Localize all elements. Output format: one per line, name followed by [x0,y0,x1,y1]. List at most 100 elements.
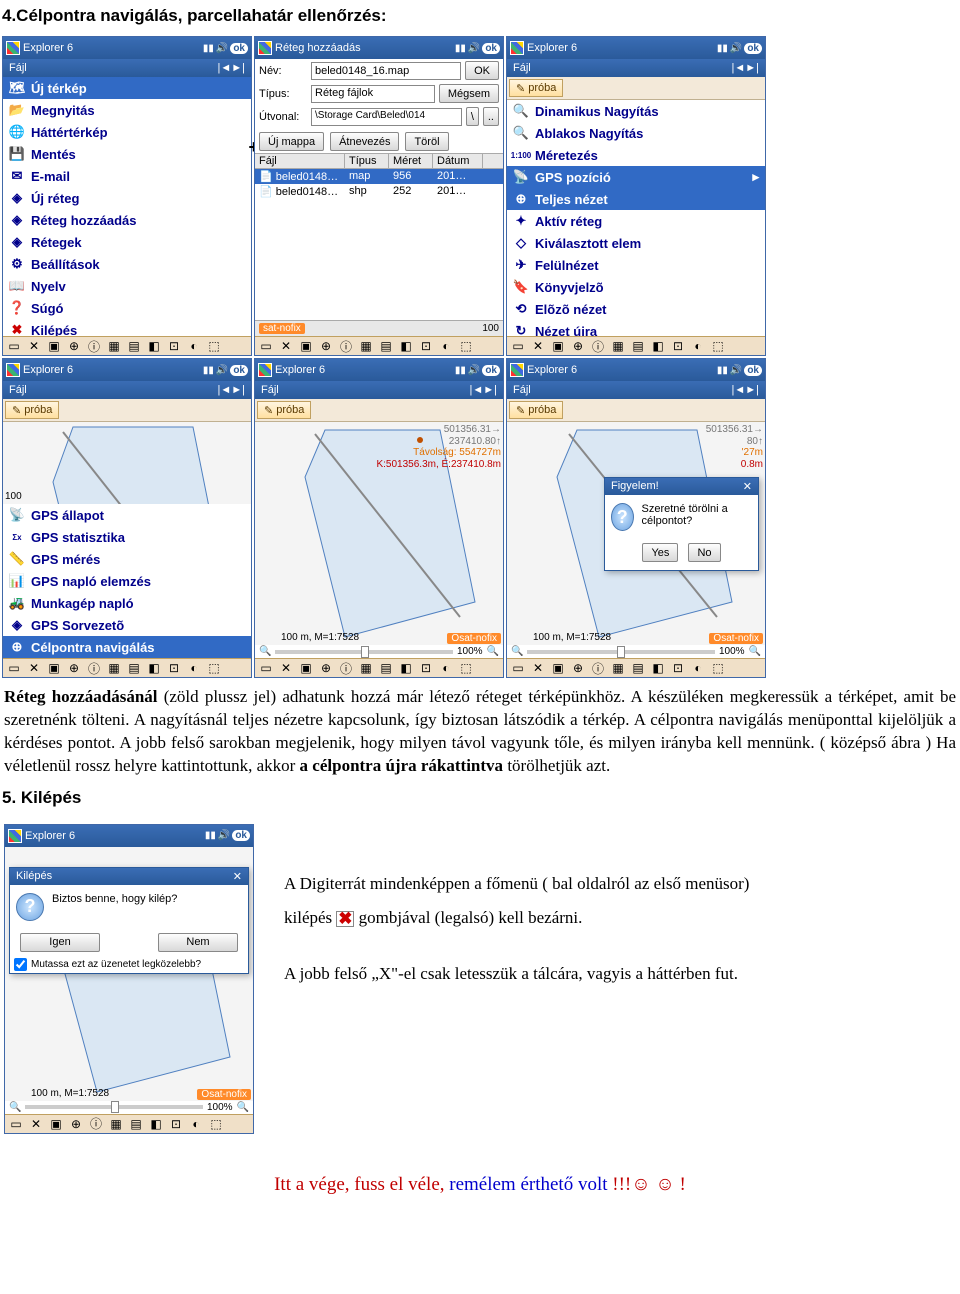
updir-button[interactable]: .. [483,107,499,126]
toolbar-icon[interactable]: ⊡ [165,338,183,354]
toolbar-icon[interactable]: ◐ [689,338,707,354]
toolbar-icon[interactable]: ⬚ [709,660,727,676]
rename-button[interactable]: Átnevezés [330,132,399,151]
toolbar-icon[interactable]: ⬚ [457,660,475,676]
menu-file[interactable]: Fájl [9,62,27,74]
toolbar-icon[interactable]: ◐ [437,660,455,676]
toolbar-icon[interactable]: ⓘ [589,338,607,354]
toolbar-icon[interactable]: ✕ [25,660,43,676]
map-area[interactable]: Kilépés✕ ?Biztos benne, hogy kilép? Igen… [5,847,253,1101]
toolbar-icon[interactable]: ▦ [357,660,375,676]
toolbar-icon[interactable]: ⬚ [205,660,223,676]
toolbar-icon[interactable]: ◧ [649,338,667,354]
menu-item[interactable]: 💾Mentés [3,143,251,165]
delete-button[interactable]: Töröl [405,132,448,151]
menu-item[interactable]: ✈Felülnézet [507,254,765,276]
menu-item[interactable]: 📖Nyelv [3,275,251,297]
start-icon[interactable] [510,363,524,377]
menu-item[interactable]: 📂Megnyitás [3,99,251,121]
map-area[interactable]: 📡GPS állapotΣxGPS statisztika📏GPS mérés📊… [3,422,251,658]
start-icon[interactable] [6,41,20,55]
toolbar-icon[interactable]: ⊕ [317,338,335,354]
menu-item[interactable]: ✦Aktív réteg [507,210,765,232]
toolbar-icon[interactable]: ⊕ [569,338,587,354]
toolbar-icon[interactable]: ▣ [45,660,63,676]
toolbar-icon[interactable]: ◧ [397,338,415,354]
start-icon[interactable] [6,363,20,377]
toolbar-icon[interactable]: ◧ [145,338,163,354]
newfolder-button[interactable]: Új mappa [259,132,324,151]
toolbar-icon[interactable]: ▤ [377,660,395,676]
ok-button[interactable]: ok [744,365,762,376]
menu-item[interactable]: 🌐Háttértérkép [3,121,251,143]
menu-item[interactable]: ⊕Célpontra navigálás [3,636,251,658]
toolbar-icon[interactable]: ⬚ [709,338,727,354]
menu-item[interactable]: ◈GPS Sorvezetõ [3,614,251,636]
menu-item[interactable]: ↻Nézet újra [507,320,765,336]
map-area[interactable]: 501356.31→ 237410.80↑ Távolság: 554727m … [255,422,503,645]
menu-item[interactable]: 🚜Munkagép napló [3,592,251,614]
toolbar-icon[interactable]: ▦ [609,660,627,676]
toolbar-icon[interactable]: ⓘ [87,1116,105,1132]
menu-item[interactable]: ◈Réteg hozzáadás [3,209,251,231]
menu-nav[interactable]: |◄►| [218,62,246,74]
toolbar-icon[interactable]: ⊡ [669,660,687,676]
toolbar-icon[interactable]: ▭ [509,660,527,676]
up-button[interactable]: \ [466,107,479,126]
menu-item[interactable]: 🔍Dinamikus Nagyítás [507,100,765,122]
toolbar-icon[interactable]: ✕ [529,660,547,676]
toolbar-icon[interactable]: ⊕ [67,1116,85,1132]
toolbar-icon[interactable]: ◧ [145,660,163,676]
toolbar-icon[interactable]: ⬚ [207,1116,225,1132]
menu-file[interactable]: Fájl [261,384,279,396]
toolbar-icon[interactable]: ◧ [649,660,667,676]
toolbar-icon[interactable]: ▭ [5,338,23,354]
ok-button[interactable]: ok [230,365,248,376]
toolbar-icon[interactable]: ▦ [357,338,375,354]
toolbar-icon[interactable]: ▣ [549,660,567,676]
map-area[interactable]: 501356.31→ 80↑ '27m 0.8m Figyelem!✕ ?Sze… [507,422,765,645]
menu-item[interactable]: ⟲Elõzõ nézet [507,298,765,320]
zoom-in-icon[interactable]: 🔍 [487,646,499,657]
toolbar-icon[interactable]: ▣ [549,338,567,354]
toolbar-icon[interactable]: ▭ [257,338,275,354]
zoom-in-icon[interactable]: 🔍 [237,1102,249,1113]
toolbar-icon[interactable]: ▤ [629,660,647,676]
show-next-checkbox[interactable] [14,958,27,971]
zoom-in-icon[interactable]: 🔍 [749,646,761,657]
toolbar-icon[interactable]: ⊡ [165,660,183,676]
yes-button[interactable]: Igen [20,933,100,952]
toolbar-icon[interactable]: ⊕ [65,660,83,676]
zoom-out-icon[interactable]: 🔍 [9,1102,21,1113]
menu-item[interactable]: ❓Súgó [3,297,251,319]
toolbar-icon[interactable]: ▤ [377,338,395,354]
toolbar-icon[interactable]: ▭ [5,660,23,676]
type-field[interactable]: Réteg fájlok [311,85,435,103]
menu-item[interactable]: 📏GPS mérés [3,548,251,570]
zoom-slider[interactable] [25,1105,203,1109]
toolbar-icon[interactable]: ✕ [277,660,295,676]
start-icon[interactable] [510,41,524,55]
zoom-out-icon[interactable]: 🔍 [511,646,523,657]
menu-item[interactable]: 📡GPS állapot [3,504,251,526]
ok-button[interactable]: ok [482,43,500,54]
ok-button[interactable]: OK [465,61,499,80]
col-header[interactable]: Típus [345,154,389,168]
layer-tab[interactable]: ✎próba [509,401,563,419]
toolbar-icon[interactable]: ▭ [7,1116,25,1132]
menu-item[interactable]: ◈Új réteg [3,187,251,209]
start-icon[interactable] [258,363,272,377]
col-header[interactable]: Fájl [255,154,345,168]
ok-button[interactable]: ok [230,43,248,54]
no-button[interactable]: Nem [158,933,238,952]
toolbar-icon[interactable]: ⬚ [457,338,475,354]
zoom-slider[interactable] [275,650,453,654]
toolbar-icon[interactable]: ⊡ [417,338,435,354]
toolbar-icon[interactable]: ▭ [509,338,527,354]
start-icon[interactable] [258,41,272,55]
toolbar-icon[interactable]: ✕ [277,338,295,354]
ok-button[interactable]: ok [232,830,250,841]
toolbar-icon[interactable]: ⊕ [569,660,587,676]
zoom-out-icon[interactable]: 🔍 [259,646,271,657]
toolbar-icon[interactable]: ▣ [47,1116,65,1132]
